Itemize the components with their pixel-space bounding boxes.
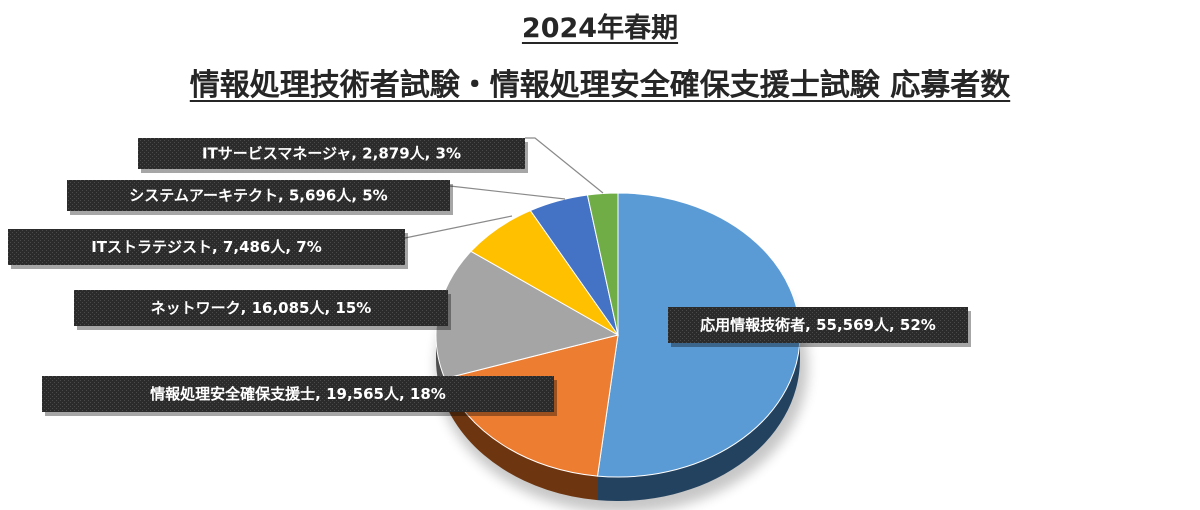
chart-subtitle: 情報処理技術者試験・情報処理安全確保支援士試験 応募者数 [189,68,1011,103]
data-label-box-5 [138,138,525,169]
data-label-1: 情報処理安全確保支援士, 19,565人, 18% [150,385,446,403]
data-label-box-2 [74,290,448,326]
data-label-box-3 [8,229,405,265]
data-label-0: 応用情報技術者, 55,569人, 52% [700,316,936,334]
data-label-5: ITサービスマネージャ, 2,879人, 3% [202,145,461,163]
leader-line-4 [449,185,566,200]
leader-line-5 [525,137,604,194]
pie-slice-side-0 [597,335,800,502]
pie-slice-5 [586,192,619,336]
data-label-box-1 [42,376,554,412]
data-label-box-0 [668,307,968,343]
chart-title: 2024年春期 [521,13,679,44]
data-label-box-4 [67,180,450,211]
data-label-2: ネットワーク, 16,085人, 15% [151,299,372,317]
data-label-3: ITストラテジスト, 7,486人, 7% [91,238,322,256]
data-label-4: システムアーキテクト, 5,696人, 5% [129,187,387,205]
leader-line-3 [404,215,513,239]
